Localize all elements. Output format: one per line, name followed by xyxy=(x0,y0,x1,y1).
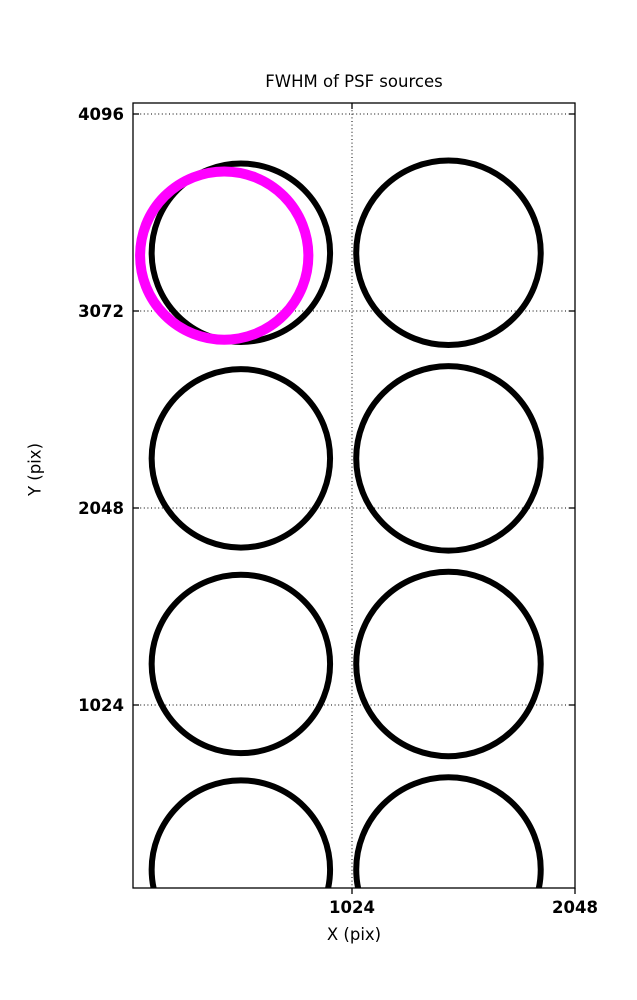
tick-label-x-2048: 2048 xyxy=(552,898,598,917)
y-axis-label: Y (pix) xyxy=(25,442,45,497)
gridlines xyxy=(133,103,575,888)
tick-marks xyxy=(133,103,576,894)
axes-background xyxy=(133,103,575,888)
psf-source-marker xyxy=(148,777,334,888)
psf-source-marker xyxy=(148,571,334,757)
tick-label-y-2048: 2048 xyxy=(78,499,124,518)
psf-source-markers xyxy=(148,157,544,888)
psf-source-marker xyxy=(353,568,544,760)
x-axis-label: X (pix) xyxy=(326,925,382,944)
highlighted-source-marker xyxy=(135,166,314,345)
page-title: FWHM of PSF sources xyxy=(265,72,443,91)
tick-label-x-1024: 1024 xyxy=(329,898,375,917)
psf-source-marker xyxy=(148,366,334,551)
tick-label-y-3072: 3072 xyxy=(78,302,124,321)
tick-label-y-1024: 1024 xyxy=(78,696,124,715)
axes-frame xyxy=(132,102,576,889)
psf-source-marker xyxy=(353,774,544,888)
tick-label-y-4096: 4096 xyxy=(78,105,124,124)
highlighted-source-marker-group xyxy=(135,166,314,345)
psf-source-marker xyxy=(353,363,544,554)
psf-source-marker xyxy=(353,157,544,349)
